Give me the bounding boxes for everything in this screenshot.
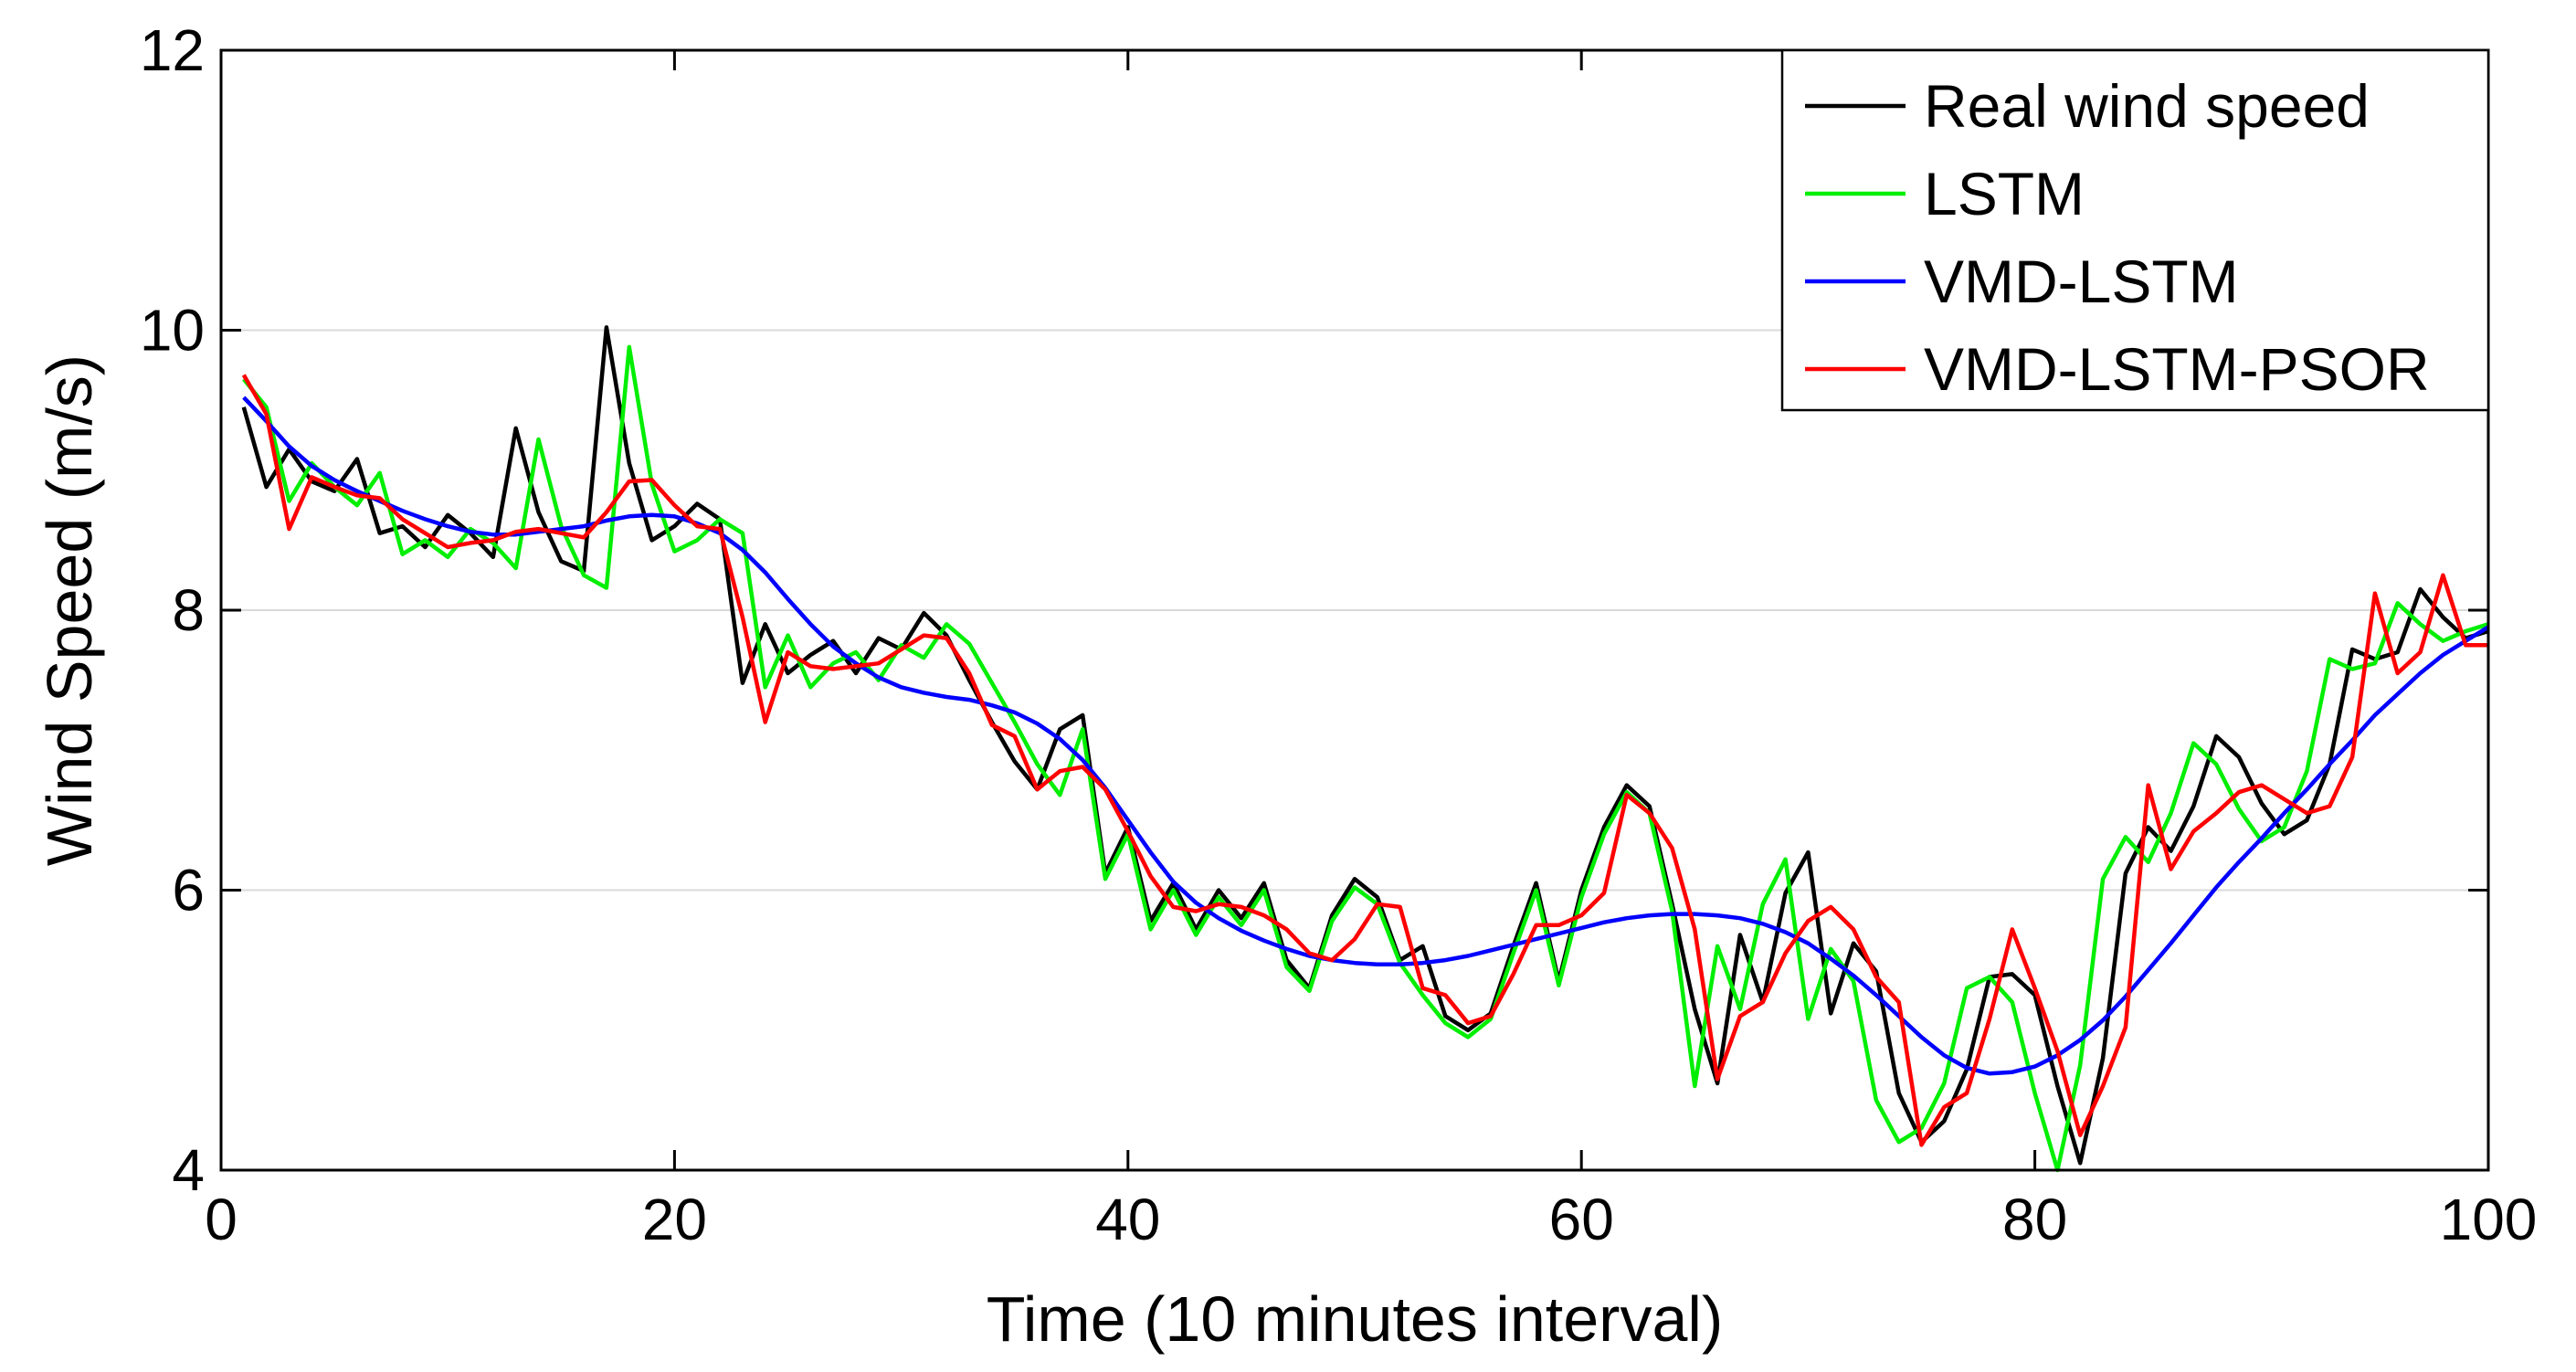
series-line-vmd-lstm-psor xyxy=(241,374,2488,1147)
x-tick-label: 80 xyxy=(2002,1187,2067,1252)
series-line-vmd-lstm xyxy=(242,396,2490,1076)
x-axis-label: Time (10 minutes interval) xyxy=(987,1283,1724,1355)
y-tick-label: 8 xyxy=(172,577,205,643)
x-tick-label: 20 xyxy=(642,1187,707,1252)
series-line-real-wind-speed xyxy=(241,325,2489,1166)
y-tick-label: 10 xyxy=(140,298,205,364)
y-tick-label: 12 xyxy=(140,17,205,83)
legend-label-1: LSTM xyxy=(1924,160,2085,227)
axis-tick-labels: 4 6 8 10 12 0 20 40 60 80 100 xyxy=(140,17,2538,1252)
y-axis-label: Wind Speed (m/s) xyxy=(34,354,105,866)
plot-lines xyxy=(241,325,2490,1173)
y-tick-label: 6 xyxy=(172,858,205,923)
x-tick-label: 40 xyxy=(1095,1187,1160,1252)
y-tick-label: 4 xyxy=(172,1137,205,1203)
x-tick-label: 0 xyxy=(205,1187,238,1252)
x-tick-label: 100 xyxy=(2440,1187,2538,1252)
x-tick-label: 60 xyxy=(1549,1187,1614,1252)
legend-label-0: Real wind speed xyxy=(1924,72,2370,140)
legend-label-3: VMD-LSTM-PSOR xyxy=(1924,335,2430,403)
legend-box xyxy=(1780,48,2490,412)
legend: Real wind speed LSTM VMD-LSTM VMD-LSTM-PSOR xyxy=(1780,48,2490,412)
legend-items: Real wind speed LSTM VMD-LSTM VMD-LSTM-PSOR xyxy=(1805,72,2430,403)
series-line-lstm xyxy=(242,344,2489,1173)
legend-label-2: VMD-LSTM xyxy=(1924,248,2239,315)
